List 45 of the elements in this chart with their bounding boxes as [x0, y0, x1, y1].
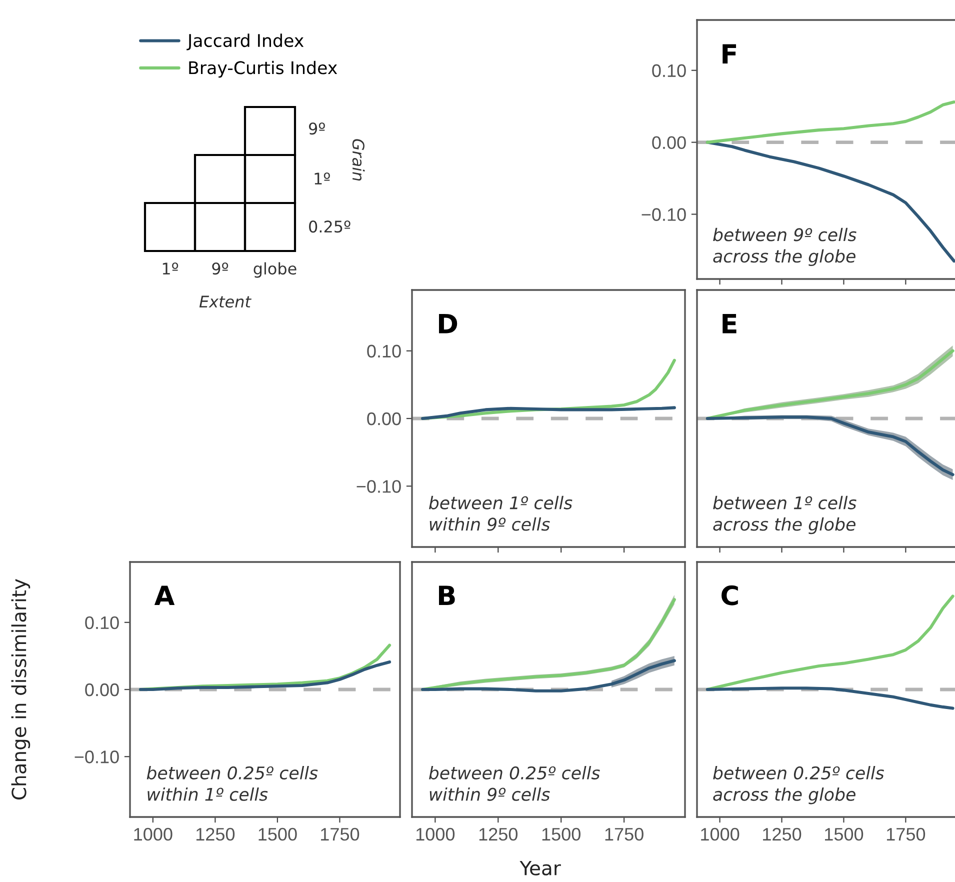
text: globe [254, 262, 296, 278]
x-tick-label: 1250 [763, 828, 802, 841]
text: C [722, 585, 738, 606]
x-tick-label: 1250 [479, 828, 518, 841]
annotation: between 0.25º cells within 9º cells [429, 766, 600, 801]
legend-label: Jaccard Index [186, 34, 304, 50]
annotation: between 1º cells within 9º cells [429, 496, 572, 531]
x-tick-label: 1750 [321, 828, 360, 841]
annotation: between 0.25º cells within 1º cells [146, 766, 318, 801]
legend-label: Bray-Curtis Index [189, 60, 338, 78]
y-tick-label: 0.00 [85, 683, 119, 696]
text: 9º [212, 262, 228, 275]
y-tick-label: 0.10 [367, 344, 401, 358]
y-tick-label: 0.00 [652, 136, 686, 150]
text: 1º [162, 262, 178, 274]
x-tick-label: 1000 [134, 828, 172, 841]
y-tick-label: −0.10 [642, 208, 686, 221]
x-tick-label: 1500 [258, 828, 297, 841]
text: 1º [314, 172, 330, 184]
text: 0.25º [309, 220, 350, 233]
text: A [154, 586, 175, 605]
text: D [438, 314, 458, 334]
x-tick-label: 1750 [605, 828, 644, 841]
x-tick-label: 1500 [825, 828, 864, 841]
x-tick-label: 1000 [701, 828, 740, 841]
text: F [722, 44, 736, 64]
x-tick-label: 1250 [196, 828, 235, 841]
text: Extent [199, 296, 252, 308]
y-tick-label: 0.00 [367, 412, 401, 426]
x-tick-label: 1000 [416, 828, 455, 841]
annotation: between 1º cells across the globe [713, 496, 856, 534]
text: Grain [352, 139, 365, 181]
text: 9º [309, 122, 325, 135]
y-axis-title: Change in dissimilarity [11, 579, 30, 800]
x-tick-label: 1500 [542, 828, 580, 841]
annotation: between 9º cells across the globe [713, 228, 856, 266]
y-tick-label: −0.10 [356, 480, 401, 493]
text: E [722, 314, 736, 334]
y-tick-label: 0.10 [85, 616, 119, 630]
x-tick-label: 1750 [886, 828, 926, 841]
x-axis-title: Year [520, 860, 561, 876]
annotation: between 0.25º cells across the globe [713, 766, 884, 804]
y-tick-label: 0.10 [652, 64, 686, 78]
y-tick-label: −0.10 [74, 750, 119, 764]
text: B [438, 586, 455, 605]
